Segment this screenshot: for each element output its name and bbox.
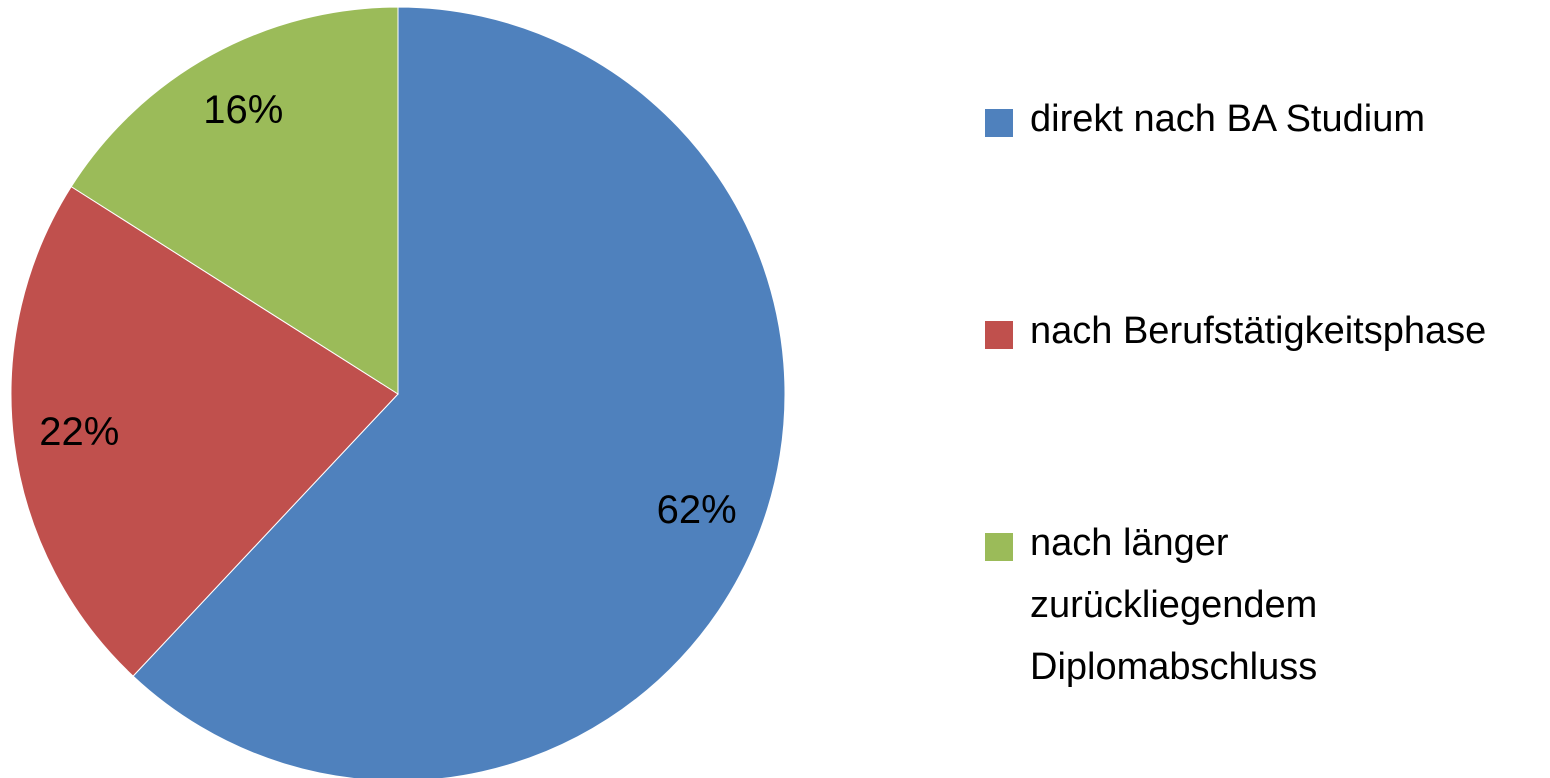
legend-item: direkt nach BA Studium [985,88,1505,150]
pie-slice [10,185,399,677]
pie-slice [70,6,399,395]
legend-item: nach länger zurückliegendem Diplomabschl… [985,512,1505,698]
chart: 62% 22% 16% [10,6,786,778]
data-label: 16% [203,88,283,132]
legend: direkt nach BA Studium nach Berufstätigke… [985,88,1505,698]
pie-slice [132,6,786,778]
legend-swatch [985,109,1013,137]
legend-label: nach Berufstätigkeitsphase [1030,310,1487,352]
data-label: 22% [39,410,119,454]
legend-label: nach länger zurückliegendem Diplomabschl… [1030,522,1318,688]
legend-swatch [985,321,1013,349]
legend-label: direkt nach BA Studium [1030,98,1425,140]
legend-item: nach Berufstätigkeitsphase [985,300,1505,362]
data-label: 62% [657,488,737,532]
legend-swatch [985,533,1013,561]
